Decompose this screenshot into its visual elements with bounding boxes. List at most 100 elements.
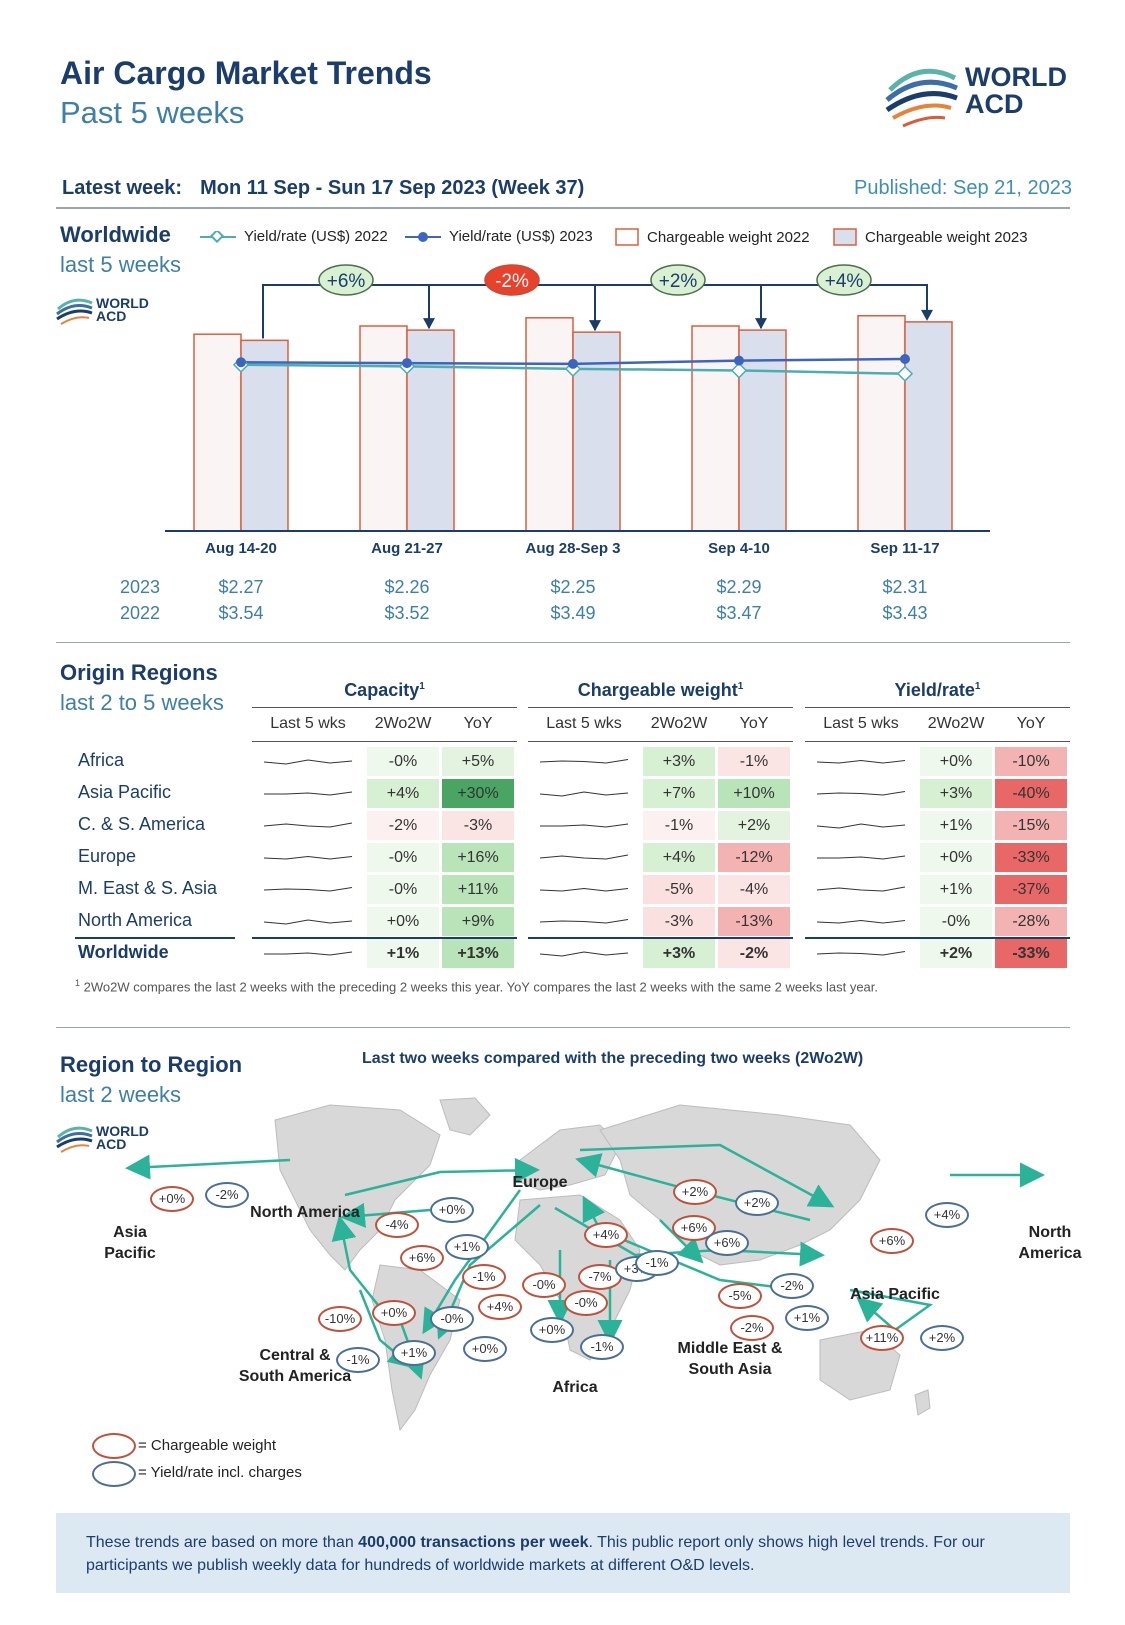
weight-change-bubble: +0% [150, 1186, 194, 1212]
row-label: M. East & S. Asia [78, 878, 218, 898]
cell-2wo2w: -1% [643, 811, 715, 840]
weight-bubble-icon [92, 1433, 136, 1459]
weight-change-bubble: +6% [672, 1215, 716, 1241]
sparkline [816, 791, 906, 796]
small-logo: WORLD ACD [56, 1123, 156, 1159]
footnote-text: 2Wo2W compares the last 2 weeks with the… [83, 979, 879, 995]
x-tick-label: Aug 21-27 [371, 540, 443, 557]
yield-change-bubble: -0% [430, 1306, 474, 1332]
point-yield-2023 [900, 353, 910, 364]
cell-2wo2w: +3% [643, 939, 715, 968]
sparkline-line [539, 791, 629, 797]
cell-yoy: +9% [442, 907, 514, 936]
yield-change-bubble: +2% [920, 1325, 964, 1351]
sparkline-line [264, 951, 353, 956]
weight-change-bubble: -5% [718, 1283, 762, 1309]
legend-weight-2023: Chargeable weight 2023 [833, 228, 1028, 246]
column-heading: YoY [739, 715, 769, 732]
cell-2wo2w: -0% [920, 907, 992, 936]
sparkline [264, 951, 353, 956]
sparkline [539, 791, 629, 797]
weight-change-bubble: +2% [673, 1179, 717, 1205]
sparkline [539, 887, 629, 892]
sparkline [817, 855, 906, 860]
sparkline [264, 791, 353, 796]
row-label: Worldwide [78, 942, 169, 962]
sparkline [539, 951, 629, 957]
label-central-south-america: Central & South America [238, 1347, 352, 1385]
bar-weight-2022 [857, 315, 906, 532]
sparkline [816, 823, 906, 829]
yield-2023-value: $2.31 [882, 577, 928, 597]
yield-2022-value: $3.52 [384, 603, 430, 623]
cell-yoy: -13% [718, 907, 790, 936]
point-yield-2023 [734, 355, 744, 366]
yield-change-bubble: -2% [770, 1273, 814, 1299]
cell-yoy: +2% [718, 811, 790, 840]
group-heading-text: Capacity [344, 680, 420, 700]
group-heading-text: Yield/rate [894, 680, 975, 700]
divider [56, 642, 1070, 643]
sparkline-line [263, 759, 353, 765]
region-subtitle: last 2 weeks [60, 1082, 182, 1107]
yield-change-bubble: +1% [785, 1305, 829, 1331]
cell-2wo2w: +1% [920, 875, 992, 904]
yield-change-bubble: +1% [392, 1340, 436, 1366]
point-yield-2023 [402, 358, 412, 369]
row-label: C. & S. America [78, 814, 206, 834]
logo-swoosh-icon [56, 1126, 93, 1153]
bar-weight-2023 [240, 339, 289, 532]
logo-swoosh-icon [56, 298, 93, 325]
small-logo-line-1: WORLD [96, 1123, 149, 1139]
legend-yield-text: = Yield/rate incl. charges [138, 1464, 302, 1481]
sparkline-line [264, 791, 353, 796]
cell-yoy: -37% [995, 875, 1067, 904]
bar-weight-2022 [691, 325, 740, 532]
legend-weight-2022-label: Chargeable weight 2022 [647, 228, 810, 246]
total-rule [75, 937, 235, 939]
yield-change-bubble: +6% [705, 1230, 749, 1256]
point-yield-2023 [236, 357, 246, 368]
small-logo-line-1: WORLD [96, 295, 149, 311]
bar-weight-2022 [359, 325, 408, 532]
sparkline [539, 919, 629, 924]
sparkline [263, 759, 353, 765]
sparkline [263, 919, 353, 925]
column-heading: YoY [1016, 715, 1046, 732]
cell-2wo2w: -0% [367, 747, 439, 776]
row-label-2022: 2022 [120, 603, 161, 623]
sparkline [816, 759, 906, 764]
cell-2wo2w: +0% [920, 747, 992, 776]
point-yield-2022 [730, 362, 748, 379]
weight-change-bubble: +4% [478, 1294, 522, 1320]
sparkline-line [539, 887, 629, 892]
bar-weight-2023 [406, 329, 455, 532]
x-tick-label: Sep 4-10 [708, 540, 770, 557]
cell-2wo2w: +3% [643, 747, 715, 776]
cell-2wo2w: +1% [367, 939, 439, 968]
legend-yield-2022-label: Yield/rate (US$) 2022 [244, 228, 388, 245]
small-logo-line-2: ACD [96, 308, 127, 324]
column-heading: 2Wo2W [374, 715, 432, 732]
group-heading-marker: 1 [974, 681, 981, 692]
banner-text-1: These trends are based on more than [86, 1534, 359, 1551]
info-banner: These trends are based on more than 400,… [56, 1513, 1070, 1593]
header-rule [252, 741, 517, 742]
cell-2wo2w: -0% [367, 843, 439, 872]
logo-line-1: WORLD [965, 62, 1067, 92]
cell-2wo2w: +7% [643, 779, 715, 808]
group-heading-text: Chargeable weight [577, 680, 738, 700]
page-title: Air Cargo Market Trends [60, 55, 432, 91]
yield-change-bubble: +1% [445, 1234, 489, 1260]
bar-weight-2022 [525, 317, 574, 532]
total-rule [805, 937, 1070, 939]
cell-2wo2w: +4% [367, 779, 439, 808]
weight-change-bubble: +4% [584, 1222, 628, 1248]
sparkline-line [539, 919, 629, 924]
yield-bubble-icon [92, 1461, 136, 1487]
yield-change-bubble: -2% [205, 1182, 249, 1208]
legend-yield-2023: Yield/rate (US$) 2023 [405, 228, 593, 245]
world-acd-logo: WORLD ACD [885, 60, 1085, 135]
yield-2023-value: $2.29 [716, 577, 762, 597]
point-yield-2023 [568, 358, 578, 369]
